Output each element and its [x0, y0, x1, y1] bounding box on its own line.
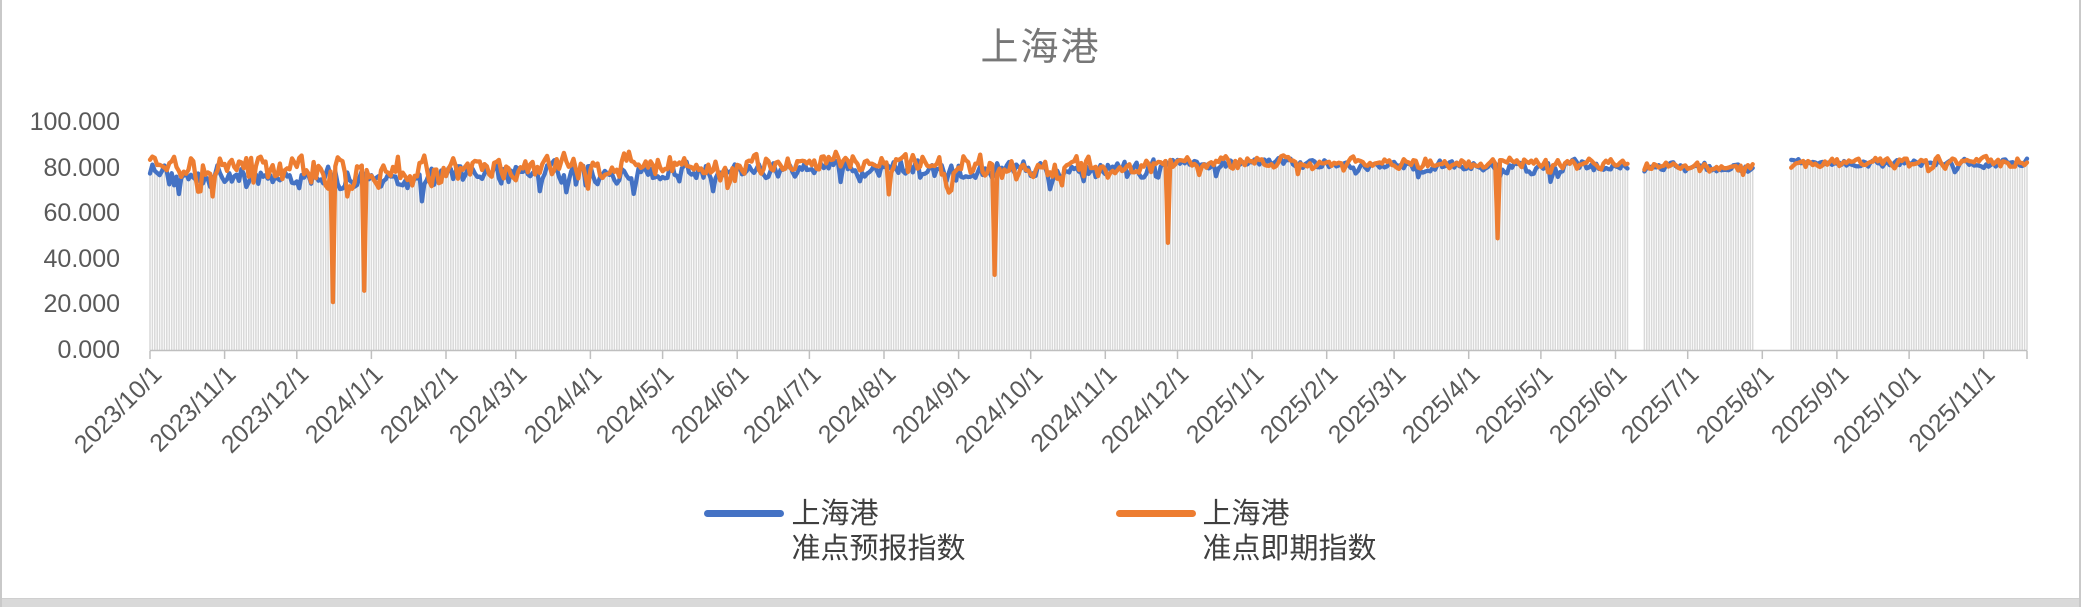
- y-tick-label: 20.000: [43, 290, 120, 319]
- spot-index-line[interactable]: [147, 149, 2030, 305]
- x-axis-line: [149, 349, 2028, 359]
- legend-label-line1: 上海港: [791, 498, 879, 530]
- legend-item-forecast-index[interactable]: 上海港 准点预报指数: [704, 497, 966, 567]
- legend-label-line2: 准点预报指数: [791, 533, 966, 565]
- legend-label-line1: 上海港: [1202, 498, 1290, 530]
- y-tick-label: 80.000: [43, 153, 120, 182]
- window-bottom-edge: [2, 598, 2079, 607]
- y-tick-label: 40.000: [43, 244, 120, 273]
- legend-label-spot-index: 上海港 准点即期指数: [1203, 497, 1377, 567]
- legend-line-swatch-orange: [1115, 510, 1196, 517]
- legend-item-spot-index[interactable]: 上海港 准点即期指数: [1115, 497, 1377, 567]
- y-tick-label: 0.000: [57, 336, 120, 364]
- chart-title: 上海港: [980, 27, 1101, 69]
- background-day-bars: [149, 158, 2028, 350]
- legend-label-forecast-index: 上海港 准点预报指数: [791, 497, 965, 567]
- y-tick-label: 100.000: [29, 108, 120, 136]
- legend-line-swatch-blue: [704, 510, 785, 517]
- y-tick-label: 60.000: [43, 199, 120, 228]
- legend: 上海港 准点预报指数 上海港 准点即期指数: [2, 497, 2079, 567]
- legend-label-line2: 准点即期指数: [1202, 533, 1377, 565]
